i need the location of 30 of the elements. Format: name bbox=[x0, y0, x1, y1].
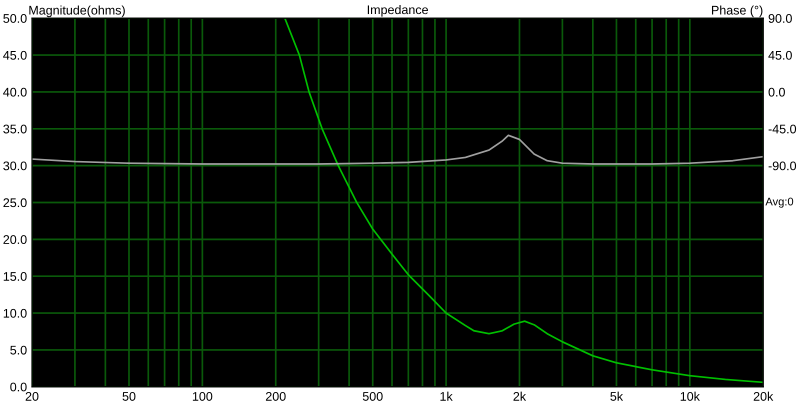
x-tick-label: 2k bbox=[513, 392, 526, 401]
x-tick-label: 5k bbox=[610, 392, 624, 401]
y-tick-label: 0.0 bbox=[10, 382, 27, 392]
chart-title: Impedance bbox=[368, 5, 428, 17]
x-tick-label: 10k bbox=[680, 392, 700, 401]
y-tick-label: 5.0 bbox=[10, 346, 27, 355]
y2-tick-label: -90.0 bbox=[768, 161, 796, 170]
x-tick-label: 500 bbox=[362, 392, 383, 401]
y-tick-label: 10.0 bbox=[4, 308, 27, 318]
y-tick-label: 40.0 bbox=[3, 88, 27, 97]
y2-tick-label: 90.0 bbox=[768, 14, 792, 23]
y2-axis-title: Phase (°) bbox=[712, 5, 762, 18]
x-tick-label: 20k bbox=[754, 392, 774, 401]
x-tick-label: 1k bbox=[440, 392, 453, 401]
y2-tick-label: 45.0 bbox=[768, 50, 792, 60]
y2-tick-label: -45.0 bbox=[768, 124, 796, 134]
y-tick-label: 25.0 bbox=[3, 198, 27, 208]
y-tick-label: 50.0 bbox=[3, 14, 27, 23]
y-axis-title: Magnitude(ohms) bbox=[29, 5, 125, 18]
x-tick-label: 100 bbox=[192, 392, 212, 401]
text: Avg:0 bbox=[765, 198, 794, 208]
x-tick-label: 20 bbox=[26, 392, 38, 401]
y-tick-label: 35.0 bbox=[3, 124, 27, 134]
y-tick-label: 20.0 bbox=[3, 235, 27, 244]
x-tick-label: 50 bbox=[122, 392, 136, 401]
y-tick-label: 30.0 bbox=[3, 161, 27, 170]
x-tick-label: 200 bbox=[266, 392, 286, 401]
y2-tick-label: 0.0 bbox=[768, 88, 785, 97]
y-tick-label: 15.0 bbox=[4, 272, 27, 281]
y-tick-label: 45.0 bbox=[3, 50, 27, 60]
